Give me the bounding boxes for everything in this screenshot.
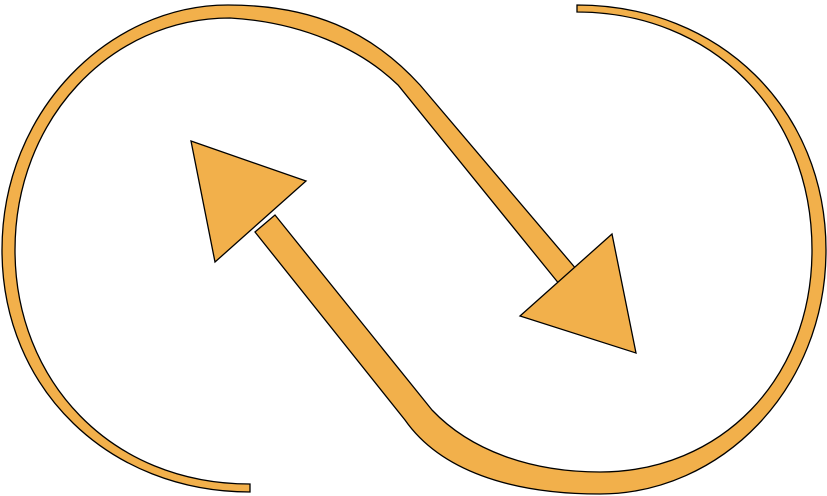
right-loop-band: [254, 4, 827, 495]
up-left-arrowhead: [190, 140, 308, 264]
left-loop-band: [1, 4, 578, 493]
down-right-arrowhead: [518, 232, 637, 354]
